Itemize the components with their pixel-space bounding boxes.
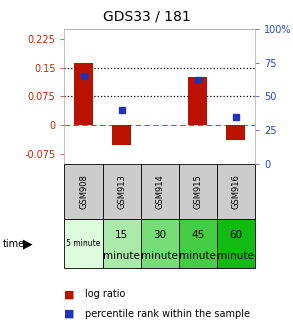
Text: GDS33 / 181: GDS33 / 181 bbox=[103, 10, 190, 24]
Text: GSM915: GSM915 bbox=[193, 174, 202, 209]
Text: minute: minute bbox=[141, 251, 178, 261]
Bar bbox=[179, 164, 217, 219]
Bar bbox=[64, 219, 103, 268]
Text: GSM908: GSM908 bbox=[79, 174, 88, 209]
Bar bbox=[179, 219, 217, 268]
Text: GSM913: GSM913 bbox=[117, 174, 126, 209]
Text: 30: 30 bbox=[153, 230, 166, 240]
Text: log ratio: log ratio bbox=[85, 289, 125, 299]
Bar bbox=[141, 164, 179, 219]
Bar bbox=[217, 219, 255, 268]
Text: ▶: ▶ bbox=[23, 237, 33, 250]
Text: 60: 60 bbox=[229, 230, 242, 240]
Text: ■: ■ bbox=[64, 309, 75, 319]
Bar bbox=[112, 125, 131, 145]
Bar bbox=[74, 63, 93, 125]
Text: 15: 15 bbox=[115, 230, 128, 240]
Text: ■: ■ bbox=[64, 289, 75, 299]
Bar bbox=[103, 219, 141, 268]
Bar bbox=[188, 77, 207, 125]
Bar bbox=[64, 164, 103, 219]
Bar bbox=[217, 164, 255, 219]
Text: GSM916: GSM916 bbox=[231, 174, 240, 209]
Text: percentile rank within the sample: percentile rank within the sample bbox=[85, 309, 250, 319]
Text: time: time bbox=[3, 239, 25, 249]
Bar bbox=[141, 219, 179, 268]
Text: minute: minute bbox=[179, 251, 216, 261]
Text: minute: minute bbox=[217, 251, 254, 261]
Bar bbox=[226, 125, 245, 140]
Text: minute: minute bbox=[103, 251, 140, 261]
Text: 5 minute: 5 minute bbox=[66, 239, 101, 248]
Bar bbox=[103, 164, 141, 219]
Text: GSM914: GSM914 bbox=[155, 174, 164, 209]
Text: 45: 45 bbox=[191, 230, 205, 240]
